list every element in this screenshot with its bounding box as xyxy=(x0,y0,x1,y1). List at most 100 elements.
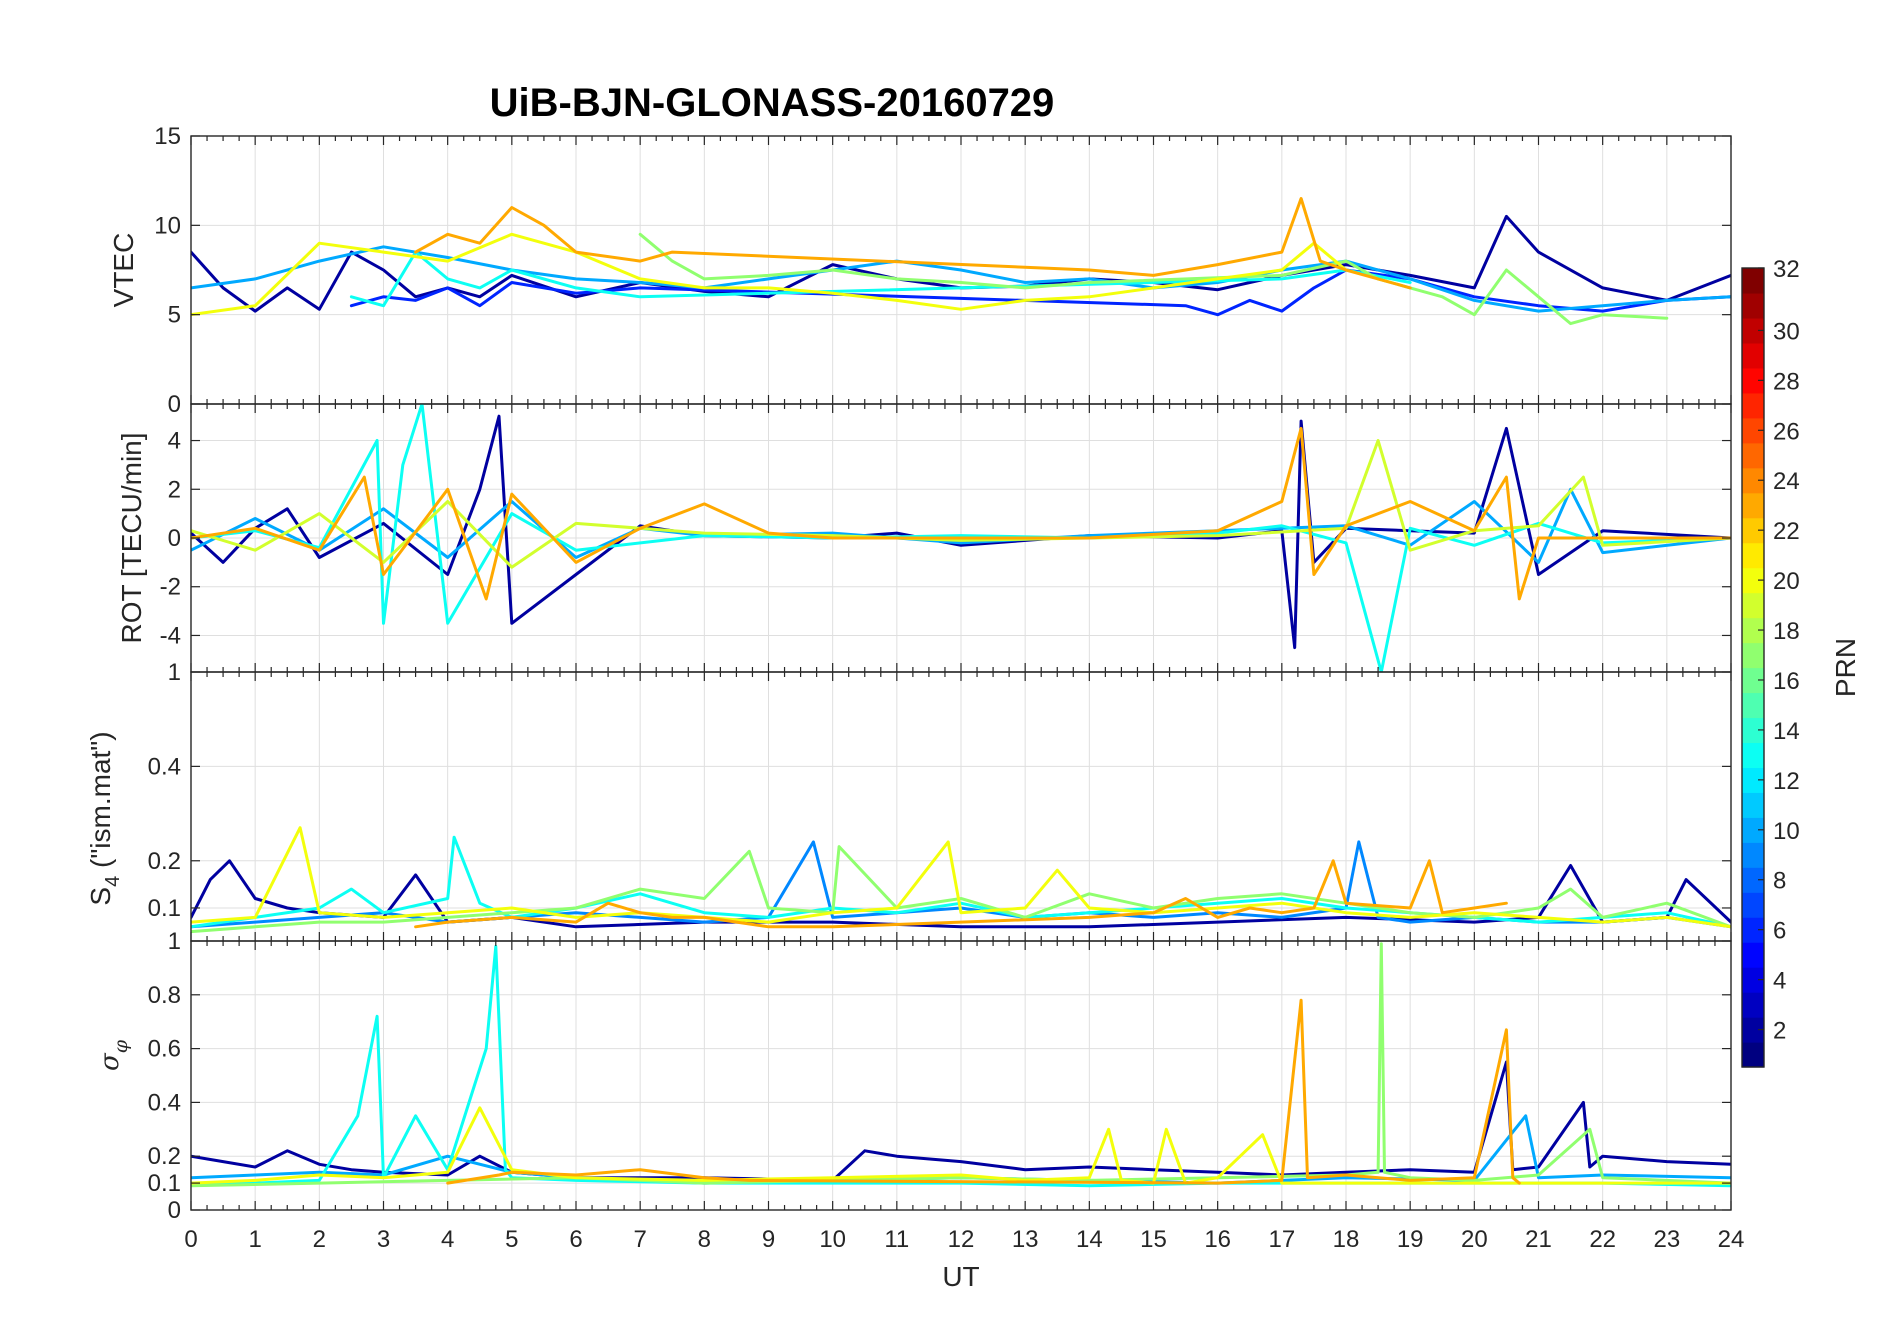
x-tick-label: 16 xyxy=(1204,1226,1231,1253)
colorbar-tick-label: 2 xyxy=(1773,1018,1786,1045)
y-tick-label: 5 xyxy=(168,302,181,329)
y-tick-label: 10 xyxy=(154,212,181,239)
colorbar-swatch xyxy=(1742,742,1764,768)
colorbar-swatch xyxy=(1742,642,1764,669)
y-tick-label: 1 xyxy=(168,659,181,686)
y-tick-label: 0.6 xyxy=(148,1036,181,1063)
colorbar-tick-label: 10 xyxy=(1773,818,1800,845)
colorbar-swatch xyxy=(1742,717,1764,744)
chart-title: UiB-BJN-GLONASS-20160729 xyxy=(490,81,1055,125)
series-prn-6 xyxy=(349,268,1731,317)
colorbar-swatch xyxy=(1742,767,1764,793)
x-axis: 0 1 2 3 4 5 6 7 8 9 10 11 12 13 14 15 16 17 18 19 20 21 22 23 24 xyxy=(184,1226,1744,1253)
x-tick-label: 0 xyxy=(184,1226,197,1253)
colorbar-swatch xyxy=(1742,867,1764,893)
series-prn-20 xyxy=(191,1106,1731,1185)
x-tick-label: 12 xyxy=(948,1226,975,1253)
x-tick-label: 11 xyxy=(884,1226,909,1253)
y-tick-label: 0.2 xyxy=(148,848,181,875)
colorbar-swatch xyxy=(1742,692,1764,719)
colorbar-swatch xyxy=(1742,467,1764,494)
series-prn-23 xyxy=(414,859,1508,929)
x-tick-label: 3 xyxy=(377,1226,390,1253)
colorbar-swatch xyxy=(1742,492,1764,519)
y-axis-label: ROT [TECU/min] xyxy=(116,432,147,643)
panel-2: -4 -2 0 2 4 ROT [TECU/min] xyxy=(116,403,1732,673)
y-tick-label: 0 xyxy=(168,525,181,552)
series-prn-20 xyxy=(191,826,1731,929)
x-tick-label: 20 xyxy=(1461,1226,1488,1253)
x-tick-label: 7 xyxy=(633,1226,646,1253)
colorbar-tick-label: 32 xyxy=(1773,256,1800,283)
grid xyxy=(190,671,1732,941)
colorbar-swatch xyxy=(1742,1017,1764,1043)
colorbar-tick-label: 6 xyxy=(1773,918,1786,945)
colorbar-swatch xyxy=(1742,442,1764,469)
colorbar-tick-label: 12 xyxy=(1773,768,1800,795)
colorbar-tick-label: 14 xyxy=(1773,718,1800,745)
panel-3: 0.1 0.2 0.4 1 S4 ("ism.mat") xyxy=(85,659,1732,942)
colorbar-swatch xyxy=(1742,817,1764,843)
colorbar-swatch xyxy=(1742,917,1764,943)
y-axis-label: σφ xyxy=(95,1039,132,1071)
colorbar-tick-label: 8 xyxy=(1773,868,1786,895)
y-tick-label: 0.2 xyxy=(148,1143,181,1170)
y-tick-label: 15 xyxy=(154,123,181,150)
series-prn-20 xyxy=(191,232,1348,317)
y-tick-label: 0.4 xyxy=(148,1089,181,1116)
series-prn-17 xyxy=(638,232,1669,326)
x-tick-label: 23 xyxy=(1653,1226,1680,1253)
y-tick-label: -2 xyxy=(160,574,181,601)
x-tick-label: 18 xyxy=(1333,1226,1360,1253)
colorbar-label: PRN xyxy=(1830,638,1861,697)
colorbar-tick-label: 16 xyxy=(1773,668,1800,695)
colorbar-swatch xyxy=(1742,992,1764,1018)
series-prn-13 xyxy=(349,250,1412,308)
panel-1: 0 5 10 15 VTEC xyxy=(108,123,1732,418)
colorbar-swatch xyxy=(1742,942,1764,968)
colorbar-swatch xyxy=(1742,892,1764,918)
x-tick-label: 5 xyxy=(505,1226,518,1253)
colorbar-swatch xyxy=(1742,792,1764,818)
colorbar-tick-label: 28 xyxy=(1773,368,1800,395)
x-tick-label: 24 xyxy=(1718,1226,1745,1253)
colorbar-tick-label: 30 xyxy=(1773,318,1800,345)
series-group xyxy=(191,404,1731,672)
colorbar-swatch xyxy=(1742,417,1764,444)
x-tick-label: 22 xyxy=(1589,1226,1616,1253)
y-tick-label: -4 xyxy=(160,622,181,649)
colorbar-swatch xyxy=(1742,967,1764,993)
x-tick-label: 19 xyxy=(1397,1226,1424,1253)
colorbar-tick-label: 22 xyxy=(1773,518,1800,545)
y-axis-label: S4 ("ism.mat") xyxy=(85,731,124,905)
panel-4: 00.10.2 0.4 0.6 0.8 1 σφ xyxy=(95,928,1732,1224)
y-tick-label: 0 xyxy=(168,1197,181,1224)
colorbar-tick-label: 4 xyxy=(1773,968,1786,995)
grid xyxy=(190,940,1732,1211)
y-tick-label: 0.8 xyxy=(148,982,181,1009)
x-axis-label: UT xyxy=(942,1261,979,1292)
x-tick-label: 6 xyxy=(569,1226,582,1253)
x-tick-label: 10 xyxy=(819,1226,846,1253)
x-tick-label: 4 xyxy=(441,1226,454,1253)
colorbar-frame xyxy=(1741,267,1765,1068)
x-tick-label: 17 xyxy=(1268,1226,1295,1253)
y-tick-label: 0.1 xyxy=(148,1170,181,1197)
series-prn-23 xyxy=(446,998,1521,1185)
colorbar-swatch xyxy=(1742,367,1764,394)
colorbar-swatch xyxy=(1742,617,1764,644)
colorbar-swatch xyxy=(1742,342,1764,369)
colorbar-swatch xyxy=(1742,667,1764,694)
series-prn-2 xyxy=(191,1060,1731,1182)
x-tick-label: 2 xyxy=(313,1226,326,1253)
series-prn-23 xyxy=(414,197,1412,290)
colorbar-swatch xyxy=(1742,268,1764,294)
colorbar-tick-label: 20 xyxy=(1773,568,1800,595)
colorbar-swatch xyxy=(1742,292,1764,319)
x-tick-label: 14 xyxy=(1076,1226,1103,1253)
y-tick-label: 0.4 xyxy=(148,753,181,780)
x-tick-label: 8 xyxy=(698,1226,711,1253)
